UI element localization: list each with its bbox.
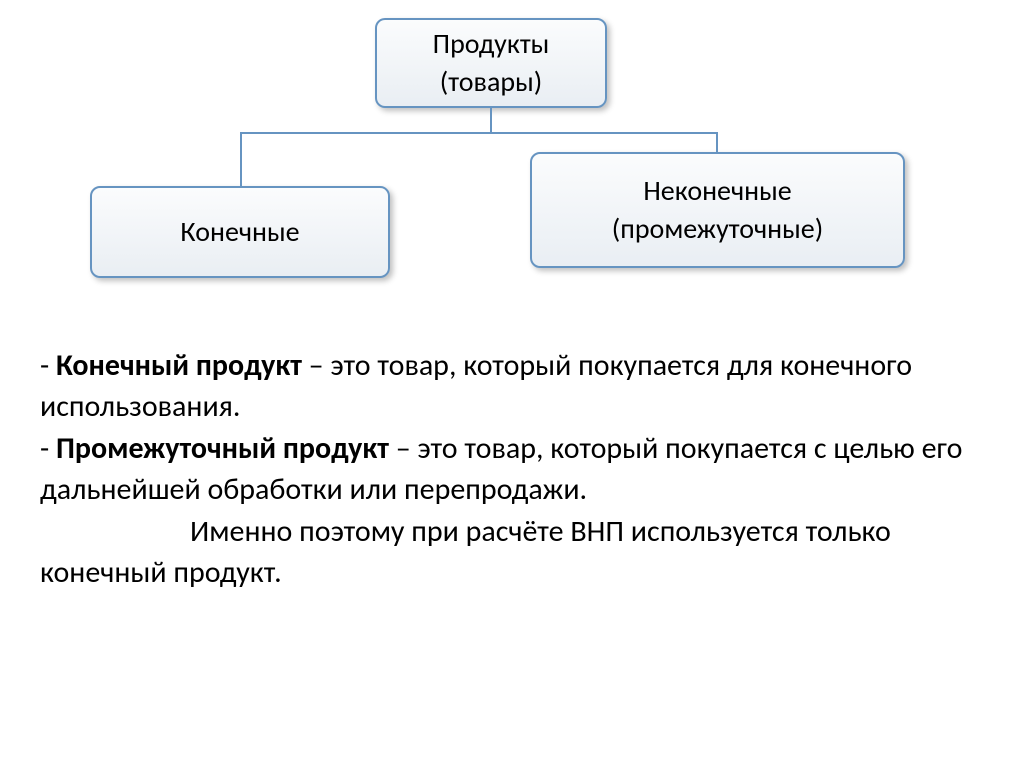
node-right: Неконечные (промежуточные) xyxy=(530,152,905,268)
node-right-line2: (промежуточные) xyxy=(612,210,823,248)
node-left-line1: Конечные xyxy=(180,213,299,251)
node-left: Конечные xyxy=(90,186,390,278)
node-root-line2: (товары) xyxy=(440,63,542,101)
connector-right-vertical xyxy=(716,132,718,152)
definitions-text: - Конечный продукт – это товар, который … xyxy=(40,345,984,593)
definition-1: - Конечный продукт – это товар, который … xyxy=(40,345,984,428)
term-2: Промежуточный продукт xyxy=(56,430,389,467)
node-root: Продукты (товары) xyxy=(375,18,607,108)
definition-2: - Промежуточный продукт – это товар, кот… xyxy=(40,428,984,511)
dash-2: - xyxy=(40,430,56,467)
connector-root-vertical xyxy=(490,108,492,132)
dash-1: - xyxy=(40,347,56,384)
node-right-line1: Неконечные xyxy=(643,172,791,210)
tree-diagram: Продукты (товары) Конечные Неконечные (п… xyxy=(0,0,1024,330)
conclusion: Именно поэтому при расчёте ВНП используе… xyxy=(40,511,984,594)
term-1: Конечный продукт xyxy=(56,347,302,384)
connector-horizontal xyxy=(240,132,718,134)
connector-left-vertical xyxy=(240,132,242,186)
conclusion-text: Именно поэтому при расчёте ВНП используе… xyxy=(40,513,891,591)
node-root-line1: Продукты xyxy=(433,25,550,63)
